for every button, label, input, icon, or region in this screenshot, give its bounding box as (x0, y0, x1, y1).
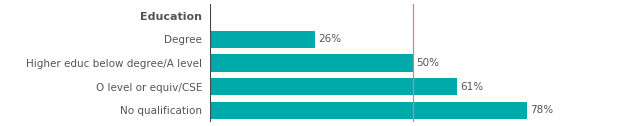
Text: 26%: 26% (319, 34, 342, 44)
Bar (210, 54, 413, 72)
Bar (210, 102, 526, 119)
Text: 50%: 50% (416, 58, 439, 68)
Text: 61%: 61% (461, 82, 484, 92)
Text: 78%: 78% (530, 105, 553, 115)
Bar (210, 78, 457, 95)
Bar (210, 31, 315, 48)
